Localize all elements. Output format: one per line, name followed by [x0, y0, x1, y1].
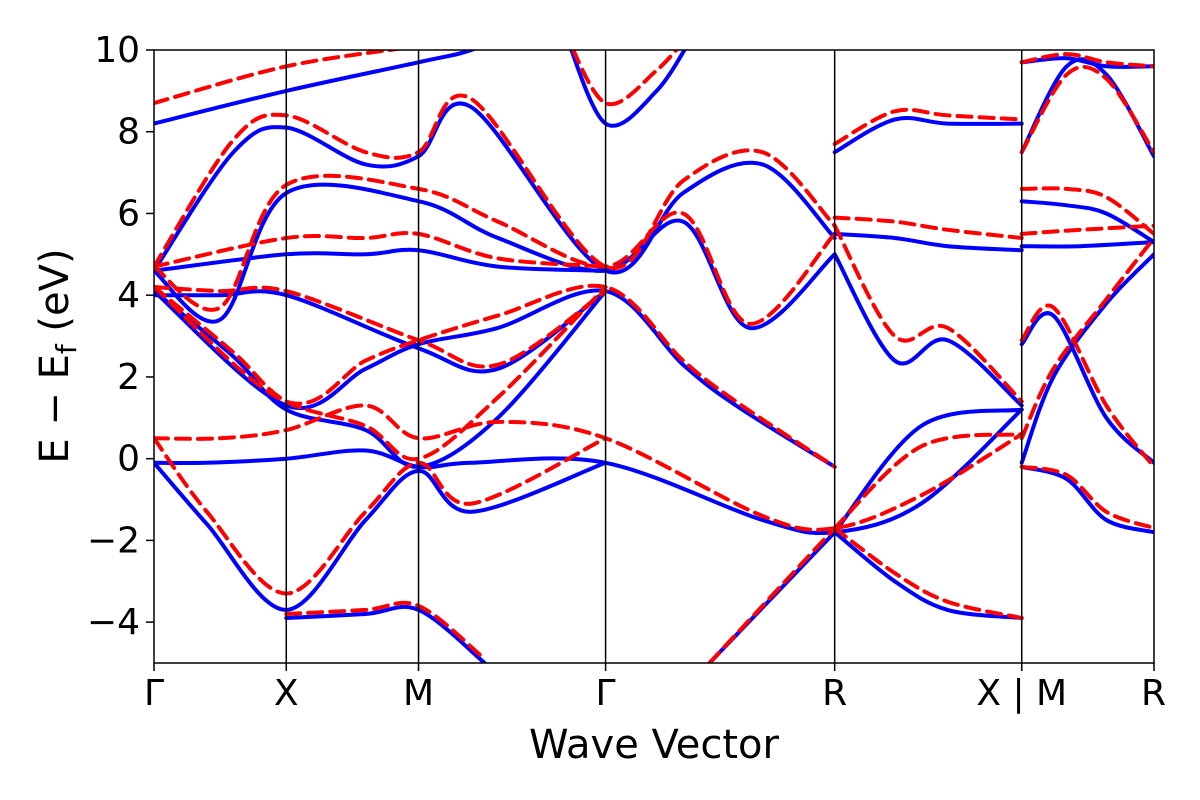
- band-line: [154, 247, 608, 273]
- band-line: [284, 600, 487, 661]
- band-line: [832, 252, 1024, 408]
- band-line: [1019, 236, 1154, 441]
- y-tick-label: 2: [117, 357, 140, 398]
- band-line: [707, 526, 837, 663]
- y-axis-title: E − Ef (eV): [32, 248, 83, 463]
- y-tick-label: 6: [117, 193, 140, 234]
- band-line: [154, 50, 477, 126]
- band-line: [1019, 464, 1154, 535]
- band-line: [1019, 252, 1154, 465]
- band-line: [832, 432, 1024, 531]
- y-axis-title-main: E − E: [32, 354, 78, 464]
- y-tick-label: 0: [117, 439, 140, 480]
- band-line: [569, 50, 687, 128]
- band-line: [154, 407, 1024, 536]
- band-line: [284, 604, 487, 663]
- y-tick-label: 10: [94, 30, 140, 71]
- band-line: [1019, 65, 1154, 155]
- band-line: [154, 285, 608, 369]
- series-dashed-red: [154, 50, 1154, 663]
- band-line: [832, 407, 1024, 535]
- high-symmetry-lines: [285, 50, 1023, 663]
- band-line: [832, 223, 1024, 404]
- band-line: [154, 50, 405, 106]
- x-tick-label: R: [1141, 673, 1166, 714]
- y-tick-label: 8: [117, 112, 140, 153]
- y-tick-label: −2: [87, 520, 140, 561]
- band-line: [1019, 57, 1154, 159]
- band-line: [154, 231, 608, 269]
- band-line: [154, 289, 608, 469]
- band-line: [832, 231, 1024, 253]
- y-axis-title-unit-space: [32, 332, 78, 345]
- x-tick-label: Γ: [144, 673, 164, 714]
- series-solid-blue: [154, 50, 1154, 663]
- x-axis: Γ X M Γ R X | M R: [144, 663, 1166, 714]
- band-line: [154, 173, 837, 326]
- band-line: [571, 50, 679, 107]
- band-line: [154, 101, 837, 275]
- band-line: [1019, 186, 1154, 236]
- band-line: [1019, 464, 1154, 531]
- bands-layer: [154, 50, 1154, 663]
- band-line: [1019, 223, 1154, 236]
- band-line: [1019, 303, 1154, 469]
- band-line: [154, 460, 608, 612]
- x-tick-label: X: [274, 673, 299, 714]
- plot-frame: [153, 49, 1155, 664]
- band-line: [154, 93, 837, 271]
- band-line: [1019, 52, 1154, 69]
- x-axis-title: Wave Vector: [529, 722, 780, 768]
- band-line: [832, 530, 1024, 620]
- band-line: [832, 107, 1024, 146]
- x-tick-label: X | M: [976, 673, 1067, 714]
- band-line: [1019, 311, 1154, 465]
- y-axis: −4 −2 0 2 4 6 8 10: [87, 30, 154, 643]
- x-tick-label: Γ: [596, 673, 616, 714]
- band-line: [832, 215, 1024, 240]
- y-axis-title-subscript: f: [50, 343, 83, 354]
- y-axis-title-unit: (eV): [32, 248, 78, 331]
- band-line: [154, 289, 608, 374]
- band-line: [1019, 240, 1154, 249]
- y-tick-label: −4: [87, 602, 140, 643]
- band-line: [154, 436, 608, 596]
- x-tick-label: R: [822, 673, 847, 714]
- band-line: [154, 403, 1024, 532]
- x-tick-label: M: [403, 673, 434, 714]
- y-tick-label: 4: [117, 275, 140, 316]
- band-line: [832, 526, 1024, 620]
- band-line: [1019, 199, 1154, 245]
- band-line: [832, 116, 1024, 155]
- band-line: [154, 285, 608, 462]
